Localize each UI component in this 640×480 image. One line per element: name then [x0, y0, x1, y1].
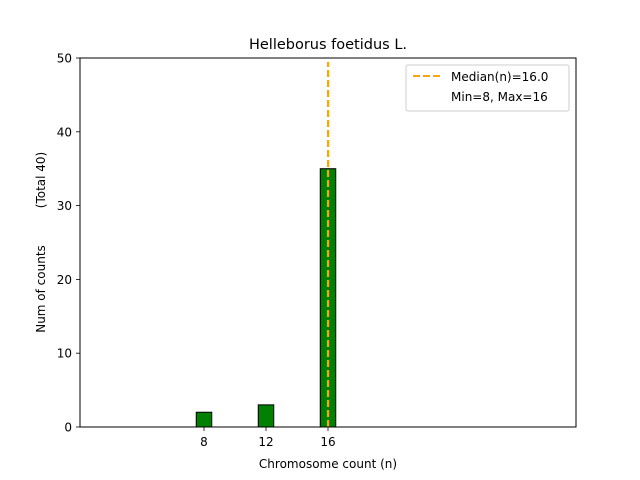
- x-tick-label: 16: [320, 435, 335, 449]
- y-tick-label: 50: [57, 52, 72, 66]
- x-tick-label: 12: [258, 435, 273, 449]
- bar-8: [195, 411, 213, 428]
- chart-title: Helleborus foetidus L.: [249, 37, 407, 53]
- y-tick-label: 0: [64, 421, 72, 435]
- y-axis-label-note: (Total 40): [34, 152, 48, 208]
- x-axis-ticks: 8 12 16: [200, 427, 336, 449]
- y-axis-label: Num of counts: [34, 245, 48, 333]
- y-tick-label: 30: [57, 199, 72, 213]
- y-tick-label: 20: [57, 273, 72, 287]
- legend-box: [405, 64, 570, 112]
- y-tick-label: 40: [57, 125, 72, 139]
- x-axis-label: Chromosome count (n): [259, 457, 397, 471]
- legend-entry-range: Min=8, Max=16: [451, 90, 548, 104]
- legend-entry-median: Median(n)=16.0: [451, 70, 548, 84]
- x-tick-label: 8: [200, 435, 208, 449]
- bar-16: [319, 168, 337, 428]
- bar-12: [257, 404, 275, 428]
- y-axis-ticks: 0 10 20 30 40 50: [57, 52, 80, 435]
- legend: Median(n)=16.0 Min=8, Max=16: [405, 64, 570, 112]
- y-tick-label: 10: [57, 347, 72, 361]
